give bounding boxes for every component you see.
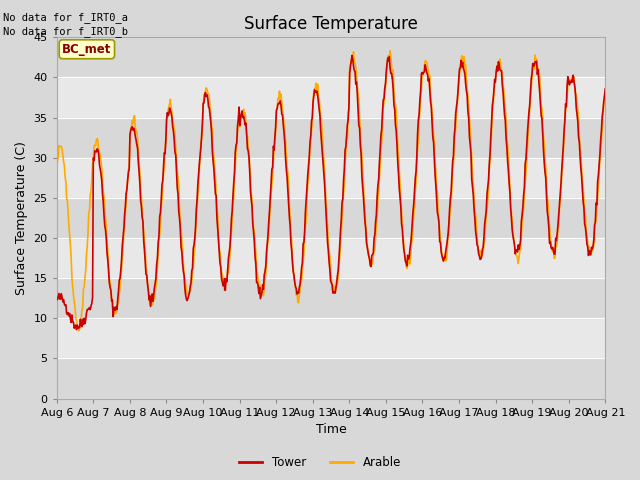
Bar <box>57 359 605 398</box>
Text: No data for f_IRT0_a
No data for f_IRT0_b: No data for f_IRT0_a No data for f_IRT0_… <box>3 12 128 37</box>
Bar <box>57 198 605 238</box>
Legend: Tower, Arable: Tower, Arable <box>234 452 406 474</box>
Y-axis label: Surface Temperature (C): Surface Temperature (C) <box>15 141 28 295</box>
Bar <box>57 118 605 158</box>
X-axis label: Time: Time <box>316 423 346 436</box>
Text: BC_met: BC_met <box>62 43 111 56</box>
Title: Surface Temperature: Surface Temperature <box>244 15 418 33</box>
Bar <box>57 278 605 318</box>
Bar <box>57 37 605 77</box>
